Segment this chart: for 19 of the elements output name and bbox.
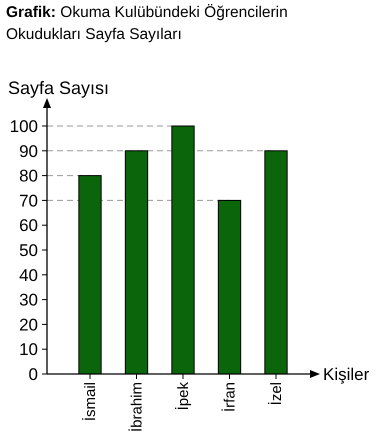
y-tick-label: 70 [19,191,38,210]
x-tick-label: İbrahim [128,382,146,432]
y-tick-label: 10 [19,340,38,360]
y-tick-label: 20 [19,315,38,334]
x-tick-label: İpek [174,382,192,410]
y-tick-label: 80 [19,166,38,186]
y-tick-label: 90 [19,142,38,161]
y-tick-label: 0 [28,364,38,384]
y-tick-label: 100 [10,116,38,136]
x-axis-title: Kişiler [323,364,370,384]
y-axis-title: Sayfa Sayısı [8,78,110,98]
x-tick-label: İsmail [81,382,99,422]
x-tick-label: İrfan [220,382,238,412]
x-tick-label: İzel [267,382,285,406]
y-tick-label: 40 [19,266,38,285]
y-tick-label: 60 [19,216,38,236]
chart-title: Grafik: Okuma Kulübündeki Öğrencilerin Okudukları Sayfa Sayıları [6,4,288,43]
y-tick-label: 50 [19,240,38,260]
y-tick-label: 30 [19,290,38,310]
